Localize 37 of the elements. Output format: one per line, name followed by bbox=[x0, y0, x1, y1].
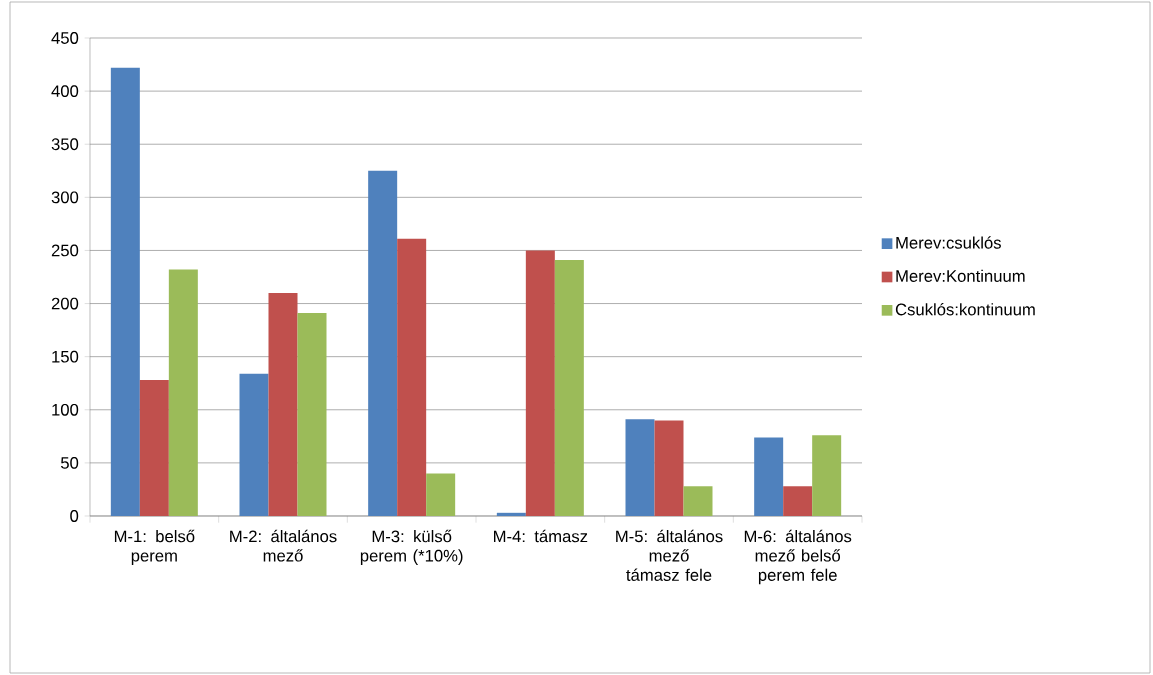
bar bbox=[654, 420, 684, 516]
bar bbox=[110, 67, 140, 516]
bar bbox=[525, 250, 555, 516]
bar bbox=[139, 380, 169, 516]
x-tick-label: M-4: támasz bbox=[494, 529, 588, 543]
legend-label: Merev:csuklós bbox=[896, 236, 1001, 249]
x-tick-label: M-6: általános mező belső perem fele bbox=[744, 529, 852, 585]
bar bbox=[239, 373, 269, 516]
x-tick-label: M-3: külső perem (*10%) bbox=[360, 529, 463, 565]
bar bbox=[683, 486, 713, 516]
legend-label: Csuklós:kontinuum bbox=[895, 302, 1035, 316]
bar bbox=[268, 292, 298, 516]
y-tick-label: 350 bbox=[51, 138, 79, 151]
y-tick-label: 300 bbox=[51, 191, 79, 204]
y-tick-label: 450 bbox=[51, 32, 79, 44]
bar bbox=[397, 238, 427, 516]
bar bbox=[812, 435, 842, 516]
y-tick-label: 50 bbox=[60, 457, 79, 469]
bar bbox=[783, 486, 813, 516]
x-tick-label: M-5: általános mező támasz fele bbox=[616, 529, 723, 581]
bar bbox=[168, 269, 198, 516]
legend-label: Merev:Kontinuum bbox=[896, 269, 1025, 282]
x-tick-label: M-1: belső perem bbox=[114, 529, 195, 565]
y-tick-label: 100 bbox=[52, 403, 79, 416]
bar bbox=[297, 313, 327, 516]
bar bbox=[554, 260, 584, 516]
y-tick-label: 0 bbox=[70, 510, 79, 522]
bar bbox=[496, 512, 526, 516]
y-tick-label: 200 bbox=[51, 297, 79, 310]
bar bbox=[625, 419, 655, 516]
y-tick-label: 250 bbox=[51, 244, 79, 257]
bar bbox=[426, 473, 456, 516]
y-tick-label: 150 bbox=[52, 350, 79, 363]
x-tick-label: M-2: általános mező bbox=[230, 529, 337, 562]
bar bbox=[368, 170, 398, 516]
bar bbox=[754, 437, 784, 516]
y-tick-label: 400 bbox=[51, 85, 79, 98]
